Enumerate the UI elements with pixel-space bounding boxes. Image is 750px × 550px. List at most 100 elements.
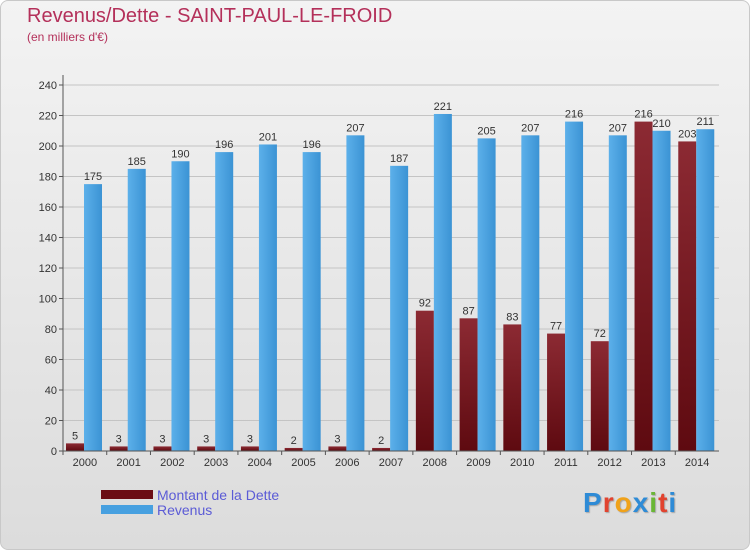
bar-revenue-2002: [171, 161, 190, 451]
chart-subtitle: (en milliers d'€): [27, 30, 108, 44]
label-debt-2009: 87: [462, 305, 474, 317]
bar-debt-2010: [503, 324, 522, 451]
y-tick-label-100: 100: [39, 294, 57, 306]
legend-swatch-revenue: [101, 505, 153, 514]
x-tick-label-2000: 2000: [73, 457, 97, 469]
bar-revenue-2010: [521, 135, 540, 451]
legend-item-debt: Montant de la Dette: [101, 486, 280, 503]
label-debt-2002: 3: [159, 433, 165, 445]
bar-revenue-2007: [390, 165, 409, 451]
label-debt-2010: 83: [506, 311, 518, 323]
label-revenue-2007: 187: [390, 153, 408, 165]
label-debt-2014: 203: [678, 128, 696, 140]
y-tick-label-40: 40: [45, 385, 57, 397]
logo-letter: i: [649, 487, 659, 518]
y-tick-label-80: 80: [45, 324, 57, 336]
y-tick-label-0: 0: [51, 446, 57, 458]
bar-debt-2009: [459, 318, 478, 451]
label-revenue-2012: 207: [609, 122, 627, 134]
x-tick-label-2012: 2012: [597, 457, 621, 469]
logo-letter: t: [658, 487, 669, 518]
bar-debt-2002: [153, 446, 172, 451]
label-revenue-2010: 207: [521, 122, 539, 134]
y-tick-label-180: 180: [39, 172, 57, 184]
bars: [66, 113, 715, 452]
bar-revenue-2000: [84, 184, 102, 451]
bar-debt-2013: [634, 121, 653, 451]
bar-debt-2014: [678, 141, 697, 452]
label-debt-2008: 92: [419, 298, 431, 310]
label-debt-2013: 216: [634, 109, 652, 121]
label-debt-2007: 2: [378, 435, 384, 447]
bar-revenue-2008: [433, 113, 452, 451]
x-tick-label-2009: 2009: [466, 457, 490, 469]
y-tick-label-160: 160: [39, 202, 57, 214]
x-tick-label-2003: 2003: [204, 457, 228, 469]
y-tick-label-140: 140: [39, 233, 57, 245]
bar-debt-2008: [415, 310, 434, 451]
legend-swatch-debt: [101, 490, 153, 499]
label-debt-2011: 77: [550, 321, 562, 333]
label-revenue-2006: 207: [346, 122, 364, 134]
label-debt-2012: 72: [594, 328, 606, 340]
label-debt-2000: 5: [72, 430, 78, 442]
x-tick-label-2001: 2001: [116, 457, 140, 469]
label-debt-2006: 3: [334, 433, 340, 445]
logo-letter: P: [583, 487, 603, 518]
label-revenue-2000: 175: [84, 171, 102, 183]
x-tick-label-2014: 2014: [685, 457, 709, 469]
y-tick-label-60: 60: [45, 355, 57, 367]
chart-title: Revenus/Dette - SAINT-PAUL-LE-FROID: [27, 5, 393, 27]
bar-debt-2001: [109, 446, 128, 451]
data-labels: 5 175 3 185 3 190 3 196 3 201 2 196 3 207 2 187 92 221 87 2…: [72, 101, 714, 447]
y-tick-label-20: 20: [45, 416, 57, 428]
legend-label-debt: Montant de la Dette: [157, 486, 280, 503]
x-tick-label-2011: 2011: [554, 457, 578, 469]
bar-revenue-2013: [652, 130, 671, 451]
label-revenue-2008: 221: [434, 101, 452, 113]
bar-debt-2011: [547, 333, 566, 451]
legend-item-revenue: Revenus: [101, 501, 279, 518]
x-tick-label-2004: 2004: [248, 457, 272, 469]
bar-debt-2005: [284, 447, 303, 451]
label-revenue-2011: 216: [565, 109, 583, 121]
bar-debt-2000: [66, 443, 84, 451]
logo-letter: r: [602, 487, 615, 518]
logo-letter: o: [614, 487, 633, 518]
label-revenue-2009: 205: [477, 125, 495, 137]
x-tick-label-2007: 2007: [379, 457, 403, 469]
label-debt-2003: 3: [203, 433, 209, 445]
bar-revenue-2014: [696, 129, 715, 451]
label-revenue-2013: 210: [652, 118, 670, 130]
label-debt-2005: 2: [291, 435, 297, 447]
bar-debt-2012: [590, 341, 609, 451]
bar-debt-2006: [328, 446, 347, 451]
bar-revenue-2012: [608, 135, 627, 451]
label-debt-2004: 3: [247, 433, 253, 445]
x-tick-label-2013: 2013: [641, 457, 665, 469]
bar-revenue-2009: [477, 138, 496, 451]
bar-revenue-2011: [565, 121, 584, 451]
logo-letter: x: [632, 487, 650, 518]
bar-revenue-2001: [127, 168, 146, 451]
axes: 0 20 40 60 80 100 120 140 160 180 200 220 240 2000 200…: [39, 75, 719, 469]
legend: Montant de la Dette Revenus: [101, 486, 280, 518]
label-revenue-2003: 196: [215, 139, 233, 151]
label-revenue-2014: 211: [696, 116, 714, 128]
proxiti-logo: Proxiti: [583, 487, 677, 519]
bar-revenue-2004: [258, 144, 277, 451]
bar-revenue-2003: [215, 152, 234, 451]
bar-revenue-2005: [302, 152, 321, 451]
y-tick-label-200: 200: [39, 141, 57, 153]
label-revenue-2001: 185: [128, 156, 146, 168]
x-tick-label-2006: 2006: [335, 457, 359, 469]
bar-revenue-2006: [346, 135, 365, 451]
x-tick-label-2008: 2008: [422, 457, 446, 469]
label-revenue-2005: 196: [302, 139, 320, 151]
x-tick-label-2010: 2010: [510, 457, 534, 469]
label-revenue-2004: 201: [259, 131, 277, 143]
legend-label-revenue: Revenus: [157, 501, 213, 518]
label-debt-2001: 3: [116, 433, 122, 445]
bar-debt-2004: [240, 446, 259, 451]
